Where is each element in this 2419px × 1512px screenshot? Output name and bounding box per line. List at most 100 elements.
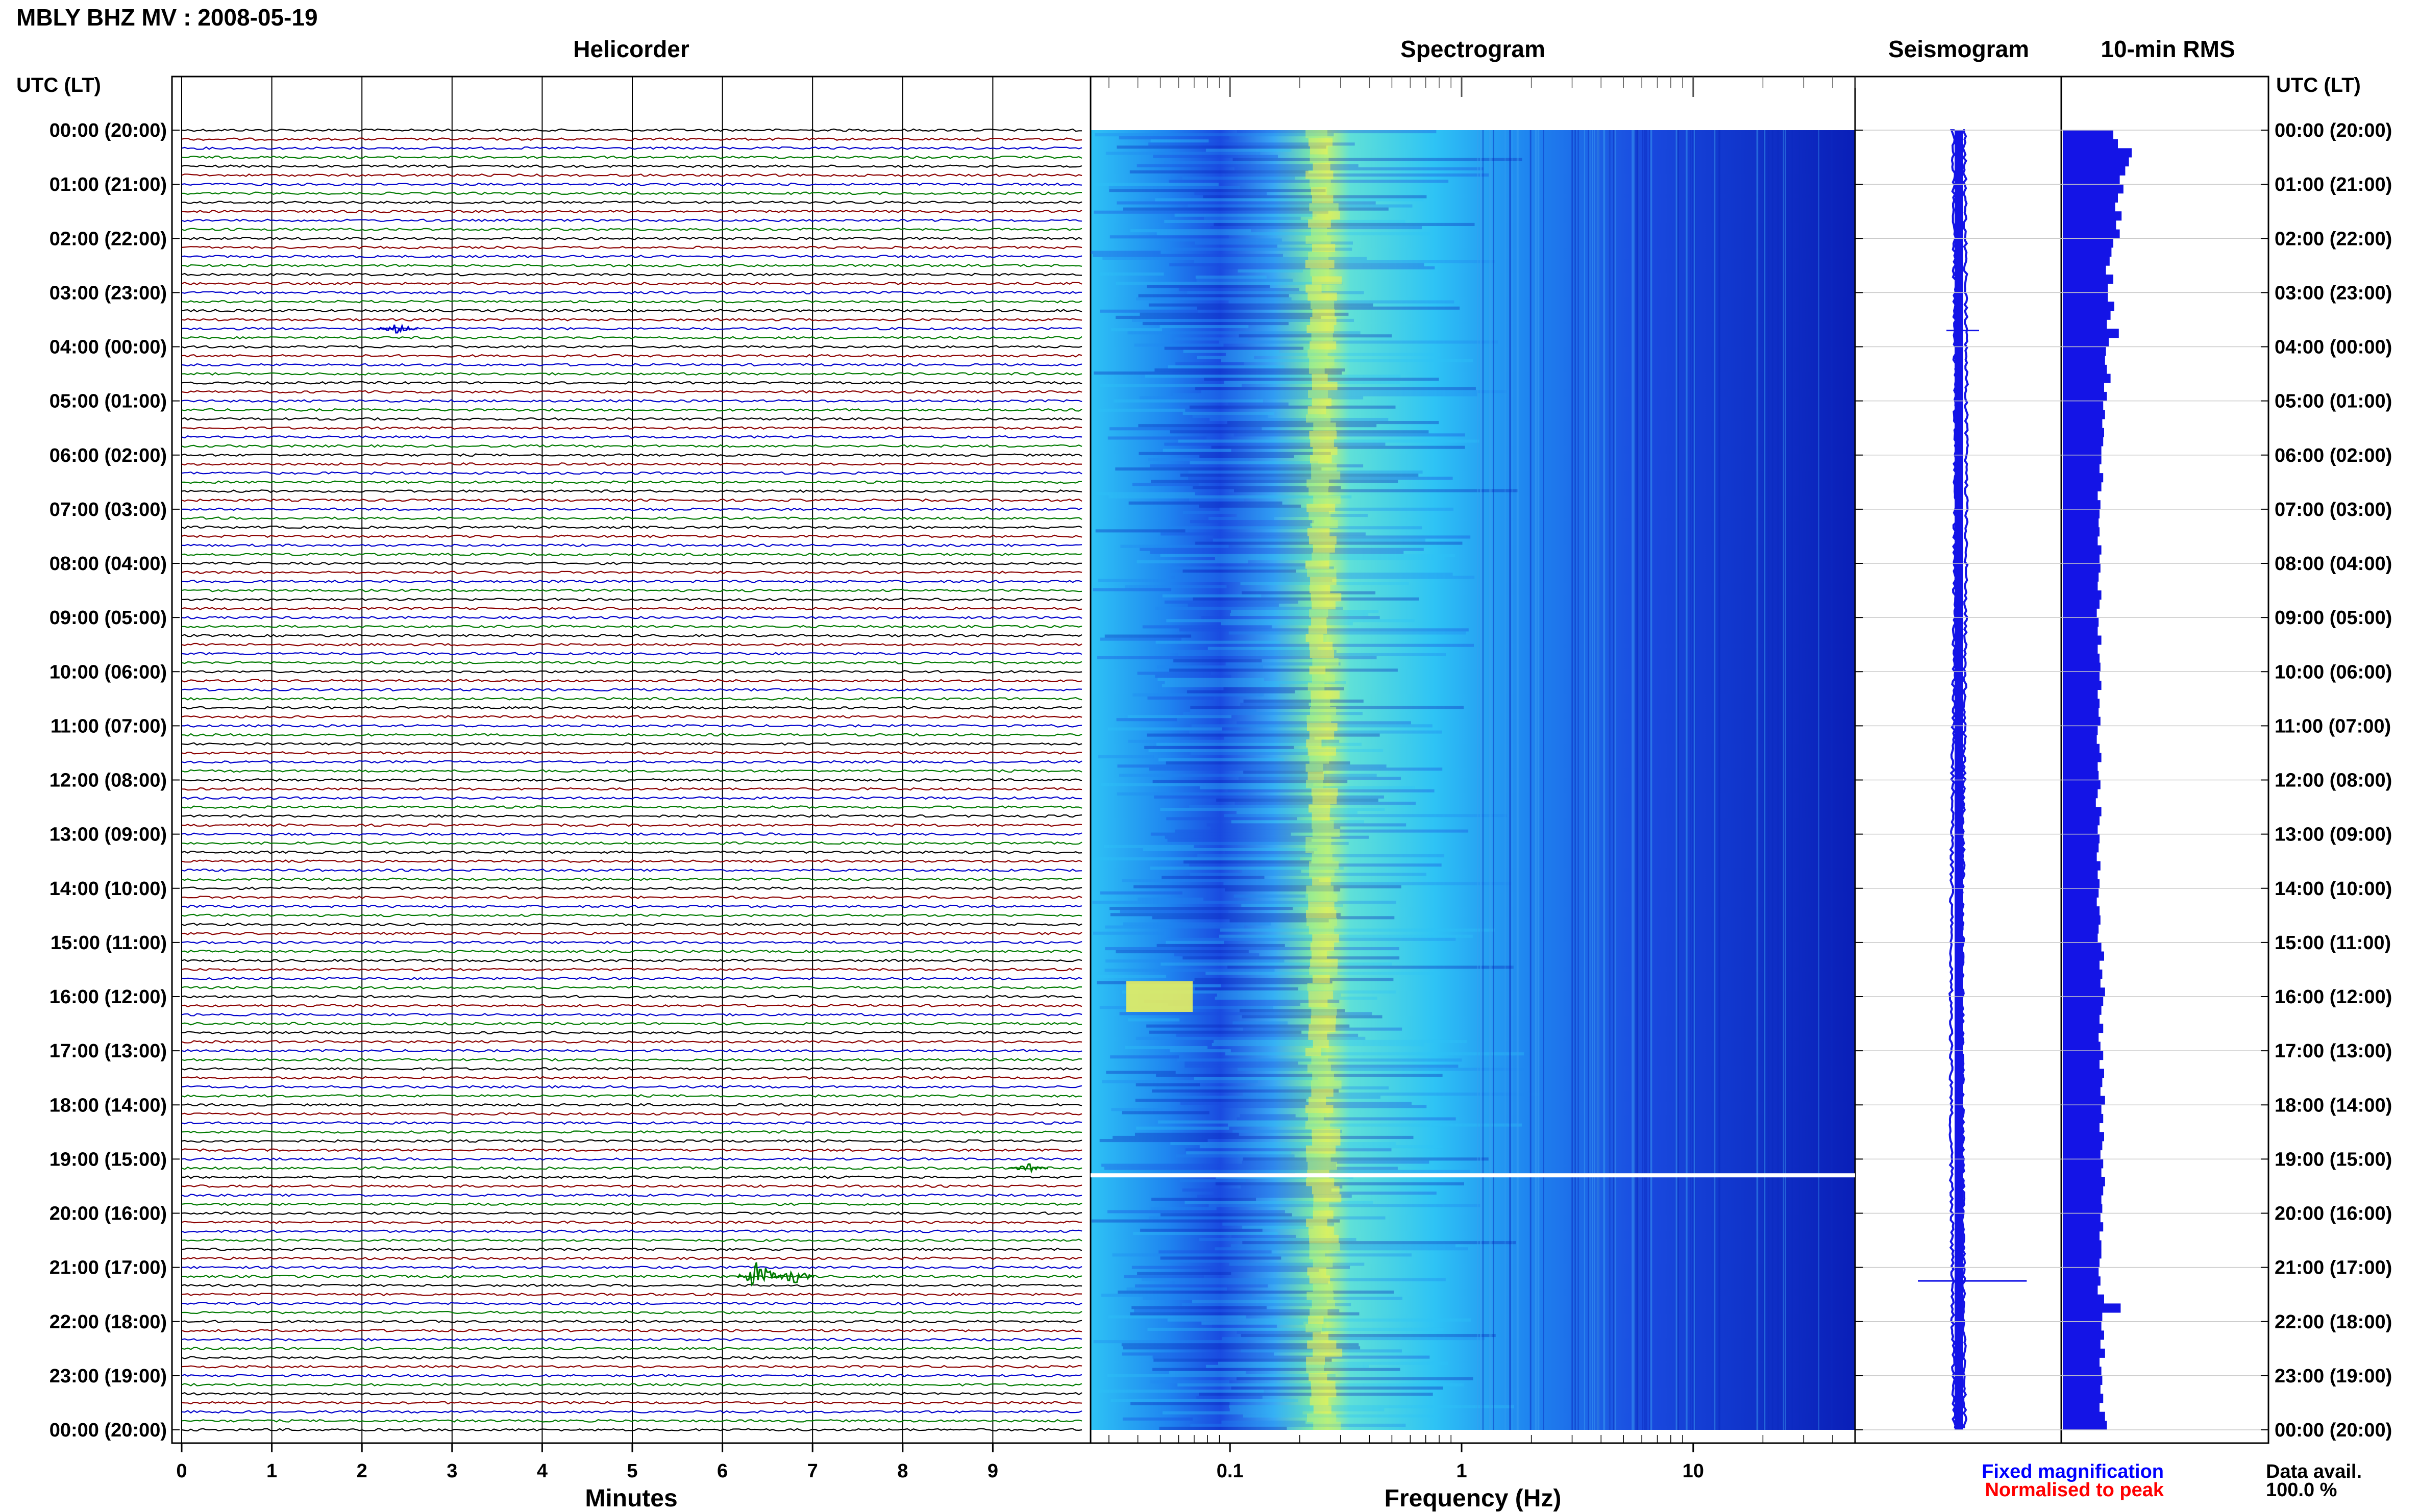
spectrogram-cell xyxy=(1221,622,1353,626)
helicorder-event xyxy=(1007,1163,1049,1174)
rms-bar xyxy=(2063,1321,2102,1331)
spectrogram-cell xyxy=(1136,297,1292,301)
spectrogram-cell xyxy=(1135,1099,1306,1102)
time-label: 11:00 (07:00) xyxy=(2275,715,2391,737)
spectrogram-cell xyxy=(1155,675,1231,678)
spectrogram-cell xyxy=(1107,1210,1285,1213)
minute-tick-label: 6 xyxy=(717,1460,728,1482)
spectrogram-cell xyxy=(1312,374,1328,382)
time-label: 12:00 (08:00) xyxy=(50,770,167,791)
time-label: 05:00 (01:00) xyxy=(2275,391,2392,412)
rms-bar xyxy=(2063,861,2101,871)
spectrogram-cell xyxy=(1313,1348,1343,1357)
spectrogram-cell xyxy=(1131,1306,1267,1309)
spectrogram-cell xyxy=(1108,495,1352,499)
helicorder-trace xyxy=(181,1356,1082,1359)
spectrogram-cell xyxy=(1098,1390,1264,1393)
spectrogram-cell xyxy=(1189,805,1310,808)
rms-bar xyxy=(2063,1132,2104,1142)
helicorder-trace xyxy=(181,399,1082,403)
rms-bar xyxy=(2063,491,2098,501)
helicorder-trace xyxy=(181,408,1082,412)
spectrogram-tick-label: 0.1 xyxy=(1217,1460,1244,1482)
rms-bar xyxy=(2063,401,2104,410)
time-label: 16:00 (12:00) xyxy=(2275,986,2392,1008)
helicorder-trace xyxy=(181,1022,1082,1026)
spectrogram-cell xyxy=(1224,173,1489,177)
spectrogram-cell xyxy=(1305,836,1331,845)
spectrogram-cell xyxy=(1107,436,1207,440)
spectrogram-cell xyxy=(1104,969,1275,972)
spectrogram-cell xyxy=(1122,1352,1274,1356)
time-label: 11:00 (07:00) xyxy=(51,715,167,737)
spectrogram-cell xyxy=(1097,981,1332,984)
rms-bar xyxy=(2063,256,2110,266)
spectrogram-cell xyxy=(1307,1161,1337,1170)
time-label: 19:00 (15:00) xyxy=(2275,1149,2392,1170)
spectrogram-cell xyxy=(1150,551,1404,554)
spectrogram-cell xyxy=(1232,1129,1342,1133)
rms-bar xyxy=(2063,229,2120,239)
spectrogram-cell xyxy=(1308,390,1328,399)
spectrogram-cell xyxy=(1117,792,1248,796)
spectrogram-cell xyxy=(1130,1402,1230,1405)
spectrogram-cell xyxy=(1102,1080,1258,1083)
helicorder-trace xyxy=(181,462,1082,466)
rms-bar xyxy=(2063,518,2099,528)
helicorder-trace xyxy=(181,1130,1082,1134)
time-label: 01:00 (21:00) xyxy=(50,174,167,195)
rms-bar xyxy=(2063,1141,2103,1151)
helicorder-trace xyxy=(181,372,1082,376)
spectrogram-cell xyxy=(1312,601,1336,610)
spectrogram-cell xyxy=(1310,1308,1328,1317)
spectrogram-cell xyxy=(1180,1102,1412,1105)
rms-bar xyxy=(2063,735,2097,745)
spectrogram-cell xyxy=(1164,600,1298,604)
spectrogram-cell xyxy=(1143,1297,1402,1300)
helicorder-trace xyxy=(181,1328,1082,1333)
spectrogram-cell xyxy=(1228,631,1466,635)
spectrogram-cell xyxy=(1188,470,1423,474)
spectrogram-cell xyxy=(1305,260,1335,268)
spectrogram-cell xyxy=(1123,1346,1361,1350)
helicorder-trace xyxy=(181,435,1082,439)
rms-bar xyxy=(2063,166,2126,176)
rms-bar xyxy=(2063,1042,2101,1051)
helicorder-trace xyxy=(181,480,1082,484)
rms-bar xyxy=(2063,464,2100,474)
time-label: 19:00 (15:00) xyxy=(50,1149,167,1170)
spectrogram-cell xyxy=(1305,1145,1336,1154)
time-label: 09:00 (05:00) xyxy=(50,607,167,629)
spectrogram-cell xyxy=(1233,894,1306,898)
spectrogram-cell xyxy=(1312,398,1331,407)
spectrogram-cell xyxy=(1114,399,1263,403)
helicorder-trace xyxy=(181,977,1082,981)
spectrogram-cell xyxy=(1156,944,1285,947)
spectrogram-cell xyxy=(1309,431,1337,439)
spectrogram-cell xyxy=(1238,1068,1527,1071)
spectrogram-cell xyxy=(1243,699,1364,703)
spectrogram-cell xyxy=(1313,1422,1341,1430)
helicorder-trace xyxy=(181,1139,1082,1143)
time-label: 15:00 (11:00) xyxy=(51,932,167,954)
spectrogram-cell xyxy=(1216,798,1378,802)
spectrogram-cell xyxy=(1231,820,1364,824)
spectrogram-cell xyxy=(1313,1194,1342,1203)
rms-bar xyxy=(2063,951,2104,961)
rms-bar xyxy=(2063,743,2100,753)
time-label: 22:00 (18:00) xyxy=(2275,1311,2392,1333)
spectrogram-cell xyxy=(1189,405,1396,409)
rms-bar xyxy=(2063,1014,2100,1024)
spectrogram-cell xyxy=(1192,414,1268,418)
spectrogram-cell xyxy=(1137,672,1211,675)
rms-title: 10-min RMS xyxy=(2101,36,2235,62)
spectrogram-cell xyxy=(1107,1374,1336,1377)
spectrogram-cell xyxy=(1199,455,1294,458)
spectrogram-cell xyxy=(1180,474,1419,477)
spectrogram-cell xyxy=(1312,821,1334,829)
spectrogram-cell xyxy=(1120,910,1228,913)
spectrogram-cell xyxy=(1217,993,1341,997)
spectrogram-cell xyxy=(1148,303,1373,307)
spectrogram-cell xyxy=(1126,981,1193,1012)
helicorder-trace xyxy=(181,1067,1082,1071)
